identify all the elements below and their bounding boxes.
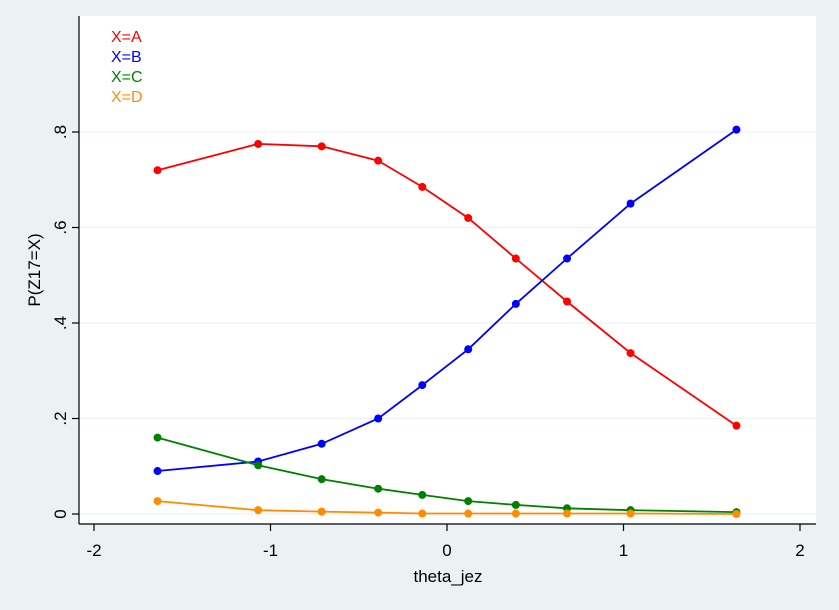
data-point [418,381,427,390]
data-point [418,182,427,191]
data-point [626,349,635,358]
data-point [732,510,741,518]
x-tick-label: -2 [86,541,101,560]
legend-entry: X=B [111,49,142,66]
data-point [153,467,162,476]
data-point [511,254,520,263]
data-point [732,125,741,134]
data-point [374,508,383,517]
series-line [157,500,737,515]
data-point [374,414,383,423]
ticks: 0 .2 .4 .6 .8 -2 -1 0 1 2 [51,125,805,560]
data-point [317,507,326,516]
y-tick-label: .4 [51,316,70,330]
data-point [418,509,427,518]
legend-entry: X=C [111,69,143,86]
data-point [563,509,572,518]
data-point [317,439,326,448]
data-point [511,299,520,308]
data-point [464,345,473,354]
y-tick-label: .8 [51,125,70,139]
data-point [254,461,263,470]
x-tick-label: 2 [795,541,804,560]
y-tick-label: 0 [51,509,70,518]
data-point [626,509,635,518]
data-point [153,166,162,175]
x-tick-label: 1 [619,541,628,560]
data-point [464,213,473,222]
data-point [254,506,263,515]
data-point [418,490,427,499]
data-point [317,142,326,151]
data-point [374,156,383,165]
data-point [254,139,263,148]
data-point [153,433,162,442]
x-tick-label: 0 [442,541,451,560]
data-point [511,500,520,509]
y-tick-label: .6 [51,220,70,234]
series-line [157,128,738,472]
data-point [374,484,383,493]
data-point [626,199,635,208]
series-x-c [153,433,741,517]
data-point [464,497,473,506]
data-point [732,421,741,430]
y-axis-title: P(Z17=X) [25,233,44,306]
series-x-a [153,139,741,430]
plot-area [79,16,816,524]
legend-entry: X=D [111,89,143,106]
series-line [157,142,738,427]
data-point [153,497,162,506]
legend: X=A X=B X=C X=D [111,29,143,106]
data-point [563,297,572,306]
series-line [157,436,737,513]
x-tick-label: -1 [263,541,278,560]
series-layer [153,125,741,518]
data-point [511,509,520,518]
data-point [317,475,326,484]
x-axis-title: theta_jez [414,567,483,586]
series-x-b [153,125,741,476]
data-point [464,509,473,518]
y-tick-label: .2 [51,411,70,425]
series-x-d [153,497,741,518]
legend-entry: X=A [111,29,142,46]
data-point [563,254,572,263]
